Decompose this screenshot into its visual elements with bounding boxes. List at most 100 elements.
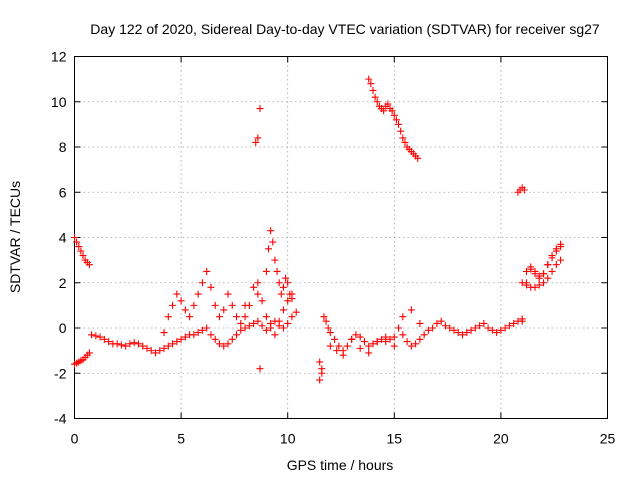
data-point — [356, 344, 364, 352]
data-point — [399, 331, 407, 339]
data-point — [424, 326, 432, 334]
data-point — [333, 347, 341, 355]
data-point — [267, 324, 275, 332]
y-tick-label: 6 — [59, 184, 67, 200]
data-point — [79, 252, 87, 260]
data-point — [480, 319, 488, 327]
data-point — [437, 317, 445, 325]
data-point — [390, 111, 398, 119]
y-tick-label: -4 — [54, 411, 67, 427]
data-point — [535, 281, 543, 289]
data-point — [407, 306, 415, 314]
data-point — [250, 283, 258, 291]
data-point — [382, 333, 390, 341]
data-point — [262, 267, 270, 275]
data-point — [262, 313, 270, 321]
data-point — [378, 335, 386, 343]
data-point — [450, 326, 458, 334]
y-tick-label: 4 — [59, 230, 67, 246]
data-point — [446, 324, 454, 332]
data-point — [557, 256, 565, 264]
data-point — [557, 240, 565, 248]
data-point — [397, 127, 405, 135]
data-point — [220, 306, 228, 314]
data-point — [177, 335, 185, 343]
data-point — [476, 322, 484, 330]
data-point — [271, 256, 279, 264]
data-point — [181, 306, 189, 314]
data-point — [531, 283, 539, 291]
data-point — [552, 245, 560, 253]
data-point — [130, 339, 138, 347]
data-point — [510, 319, 518, 327]
data-point — [147, 347, 155, 355]
data-point — [241, 313, 249, 321]
data-point — [105, 338, 113, 346]
data-point — [258, 297, 266, 305]
data-point — [356, 333, 364, 341]
x-axis-label: GPS time / hours — [287, 457, 394, 473]
grid — [74, 56, 608, 419]
data-point — [194, 329, 202, 337]
axis-ticks — [74, 56, 608, 419]
y-tick-label: 2 — [59, 275, 67, 291]
data-point — [245, 301, 253, 309]
data-point — [198, 326, 206, 334]
y-axis-label: SDTVAR / TECUs — [7, 181, 23, 293]
data-point — [380, 107, 388, 115]
data-point — [420, 331, 428, 339]
data-point — [371, 93, 379, 101]
data-point — [275, 317, 283, 325]
data-point — [505, 322, 513, 330]
data-point — [544, 261, 552, 269]
data-point — [316, 358, 324, 366]
data-point — [471, 324, 479, 332]
data-point — [233, 331, 241, 339]
data-point — [552, 261, 560, 269]
data-point — [326, 342, 334, 350]
data-point — [395, 324, 403, 332]
data-point — [463, 329, 471, 337]
data-point — [207, 331, 215, 339]
data-point — [399, 134, 407, 142]
data-point — [203, 267, 211, 275]
data-point — [265, 245, 273, 253]
data-point — [181, 333, 189, 341]
data-point — [73, 238, 81, 246]
data-point — [459, 331, 467, 339]
data-point — [273, 267, 281, 275]
data-point — [535, 274, 543, 282]
data-point — [277, 290, 285, 298]
data-point — [493, 329, 501, 337]
data-point — [134, 340, 142, 348]
data-point — [284, 319, 292, 327]
data-point — [373, 338, 381, 346]
data-point — [279, 283, 287, 291]
data-point — [284, 297, 292, 305]
data-point — [365, 75, 373, 83]
data-point — [399, 313, 407, 321]
data-point — [117, 341, 125, 349]
data-point — [113, 340, 121, 348]
x-tick-label: 15 — [387, 431, 403, 447]
data-point — [365, 349, 373, 357]
data-point — [288, 313, 296, 321]
data-point — [177, 297, 185, 305]
data-point — [198, 279, 206, 287]
data-point — [152, 349, 160, 357]
data-point — [324, 324, 332, 332]
data-point — [441, 322, 449, 330]
data-point — [322, 317, 330, 325]
data-point — [544, 274, 552, 282]
data-point — [143, 344, 151, 352]
data-point — [401, 138, 409, 146]
x-tick-labels: 0 5 10 15 20 25 — [71, 431, 616, 447]
data-point — [365, 342, 373, 350]
data-point — [416, 319, 424, 327]
y-tick-label: -2 — [54, 365, 67, 381]
data-point — [92, 332, 100, 340]
data-point — [71, 234, 78, 241]
data-point — [156, 347, 164, 355]
data-point — [520, 186, 528, 194]
